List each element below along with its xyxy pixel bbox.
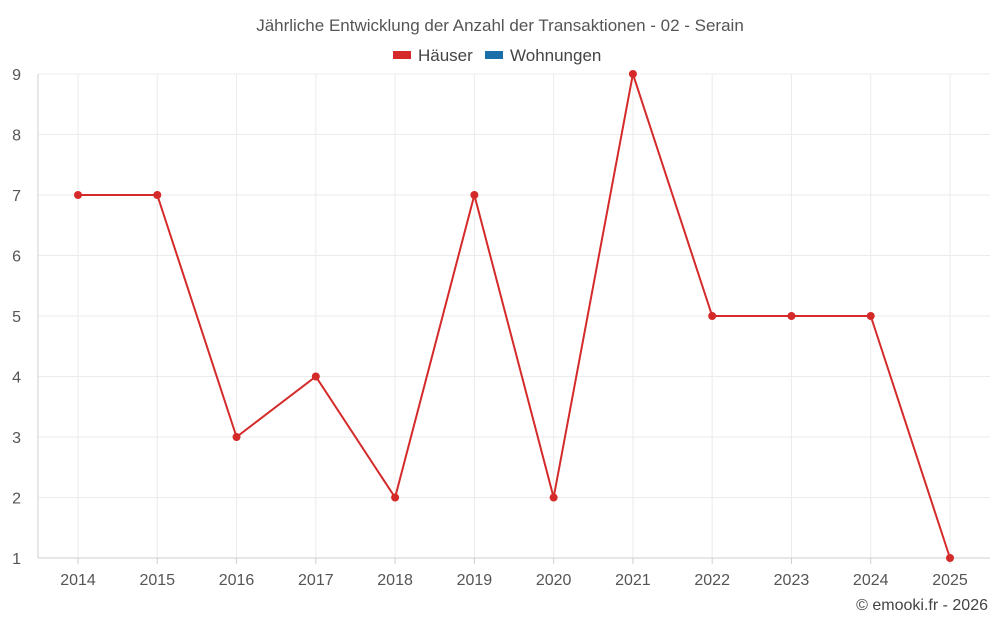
legend-label-1[interactable]: Häuser bbox=[418, 46, 473, 65]
y-tick-label: 6 bbox=[12, 249, 21, 266]
x-tick-label: 2021 bbox=[615, 572, 651, 589]
x-tick-label: 2025 bbox=[932, 572, 968, 589]
x-tick-label: 2017 bbox=[298, 572, 334, 589]
x-tick-label: 2015 bbox=[139, 572, 175, 589]
y-tick-label: 4 bbox=[12, 370, 21, 387]
legend-swatch-2 bbox=[485, 51, 503, 59]
x-tick-label: 2016 bbox=[219, 572, 255, 589]
data-point[interactable] bbox=[470, 191, 479, 199]
y-tick-label: 5 bbox=[12, 309, 21, 326]
y-tick-label: 8 bbox=[12, 128, 21, 145]
series-line-1 bbox=[78, 73, 951, 559]
data-point[interactable] bbox=[391, 493, 400, 502]
x-tick-label: 2018 bbox=[377, 572, 413, 589]
y-tick-label: 7 bbox=[12, 188, 21, 205]
data-point[interactable] bbox=[549, 493, 558, 502]
x-tick-label: 2024 bbox=[853, 572, 889, 589]
series-layer bbox=[74, 70, 954, 562]
data-point[interactable] bbox=[708, 312, 717, 320]
x-tick-label: 2019 bbox=[457, 572, 493, 589]
data-point[interactable] bbox=[787, 312, 796, 320]
x-tick-label: 2022 bbox=[694, 572, 730, 589]
data-point[interactable] bbox=[946, 554, 954, 562]
data-point[interactable] bbox=[232, 433, 241, 441]
legend-swatch-1 bbox=[393, 51, 411, 59]
x-tick-label: 2014 bbox=[60, 572, 96, 589]
data-point[interactable] bbox=[628, 70, 637, 78]
legend: Häuser Wohnungen bbox=[393, 46, 601, 65]
y-tick-label: 3 bbox=[12, 430, 21, 447]
data-point[interactable] bbox=[311, 372, 320, 381]
data-point[interactable] bbox=[153, 191, 162, 199]
x-tick-label: 2020 bbox=[536, 572, 572, 589]
axes: 1 2 3 4 5 6 7 8 9 2014 2015 2016 2017 2018 2019 2020 202… bbox=[12, 67, 990, 589]
y-tick-label: 1 bbox=[12, 551, 21, 568]
data-point[interactable] bbox=[866, 312, 875, 320]
y-tick-label: 9 bbox=[12, 67, 21, 84]
chart-title: Jährliche Entwicklung der Anzahl der Tra… bbox=[256, 16, 744, 35]
y-tick-label: 2 bbox=[12, 491, 21, 508]
data-point[interactable] bbox=[74, 191, 82, 199]
x-tick-label: 2023 bbox=[774, 572, 810, 589]
legend-label-2[interactable]: Wohnungen bbox=[510, 46, 601, 65]
credit-text: © emooki.fr - 2026 bbox=[856, 597, 988, 614]
